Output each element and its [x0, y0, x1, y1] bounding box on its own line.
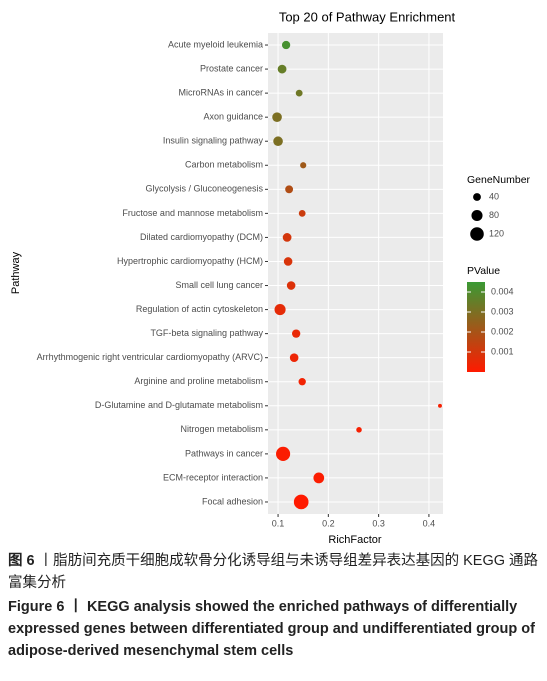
dot — [298, 209, 306, 217]
size-legend-dot — [473, 193, 481, 201]
colorbar-label: 0.003 — [491, 306, 514, 316]
dot — [293, 494, 309, 510]
dot — [285, 185, 294, 194]
dot — [295, 89, 303, 97]
colorbar-label: 0.002 — [491, 326, 514, 336]
x-axis-label: RichFactor — [328, 534, 382, 546]
y-tick-label: Arrhythmogenic right ventricular cardiom… — [37, 352, 263, 362]
caption-en-text: 丨 KEGG analysis showed the enriched path… — [8, 599, 535, 659]
y-tick-label: Focal adhesion — [202, 496, 263, 506]
y-tick-label: Axon guidance — [203, 112, 263, 122]
size-legend-label: 40 — [489, 191, 499, 201]
colorbar — [467, 282, 485, 372]
y-tick-label: MicroRNAs in cancer — [178, 88, 263, 98]
y-tick-label: TGF-beta signaling pathway — [150, 328, 263, 338]
colorbar-label: 0.001 — [491, 346, 514, 356]
dot — [283, 257, 293, 266]
x-tick-label: 0.1 — [272, 518, 285, 528]
caption-cn-label: 图 6 — [8, 553, 35, 569]
caption-cn: 图 6 丨脂肪间充质干细胞成软骨分化诱导组与未诱导组差异表达基因的 KEGG 通路… — [8, 550, 540, 594]
dot — [438, 403, 442, 408]
dot — [273, 136, 283, 147]
y-axis-label: Pathway — [10, 251, 22, 294]
dot — [272, 112, 282, 122]
dot — [356, 427, 362, 433]
caption: 图 6 丨脂肪间充质干细胞成软骨分化诱导组与未诱导组差异表达基因的 KEGG 通路… — [8, 550, 540, 662]
panel — [268, 33, 443, 514]
size-legend-title: GeneNumber — [467, 174, 531, 186]
caption-en-label: Figure 6 — [8, 599, 65, 615]
dot — [292, 329, 301, 338]
size-legend-label: 80 — [489, 210, 499, 220]
y-tick-label: Regulation of actin cytoskeleton — [136, 304, 263, 314]
y-tick-label: Hypertrophic cardiomyopathy (HCM) — [117, 256, 263, 266]
dot — [300, 162, 307, 169]
color-legend-title: PValue — [467, 265, 500, 277]
x-tick-label: 0.2 — [322, 518, 335, 528]
y-tick-label: Dilated cardiomyopathy (DCM) — [140, 232, 263, 242]
y-tick-label: Glycolysis / Gluconeogenesis — [145, 184, 263, 194]
y-tick-label: Arginine and proline metabolism — [134, 376, 263, 386]
x-tick-label: 0.4 — [423, 518, 436, 528]
dot — [281, 40, 291, 50]
dot — [282, 233, 292, 242]
y-tick-label: Carbon metabolism — [185, 160, 263, 170]
dot — [289, 353, 299, 362]
colorbar-label: 0.004 — [491, 286, 514, 296]
x-tick-label: 0.3 — [372, 518, 385, 528]
dot — [274, 304, 286, 316]
chart-title: Top 20 of Pathway Enrichment — [279, 9, 456, 24]
y-tick-label: Fructose and mannose metabolism — [122, 208, 263, 218]
y-tick-label: Nitrogen metabolism — [180, 424, 263, 434]
chart: Top 20 of Pathway Enrichment RichFactor … — [10, 9, 531, 546]
size-legend-dot — [470, 227, 484, 241]
y-tick-label: Acute myeloid leukemia — [168, 39, 263, 49]
y-tick-label: D-Glutamine and D-glutamate metabolism — [95, 400, 263, 410]
dot — [313, 472, 325, 484]
y-tick-label: Prostate cancer — [200, 63, 263, 73]
dot — [276, 446, 291, 461]
y-tick-label: Small cell lung cancer — [175, 280, 263, 290]
caption-en: Figure 6 丨 KEGG analysis showed the enri… — [8, 596, 540, 662]
y-tick-label: Pathways in cancer — [185, 448, 263, 458]
dot — [298, 378, 306, 386]
y-tick-label: Insulin signaling pathway — [163, 136, 264, 146]
dot — [286, 281, 296, 290]
y-tick-label: ECM-receptor interaction — [163, 472, 263, 482]
size-legend-label: 120 — [489, 228, 504, 238]
size-legend-dot — [471, 209, 483, 222]
caption-cn-text: 丨脂肪间充质干细胞成软骨分化诱导组与未诱导组差异表达基因的 KEGG 通路富集分… — [8, 553, 539, 591]
dot — [277, 64, 287, 74]
